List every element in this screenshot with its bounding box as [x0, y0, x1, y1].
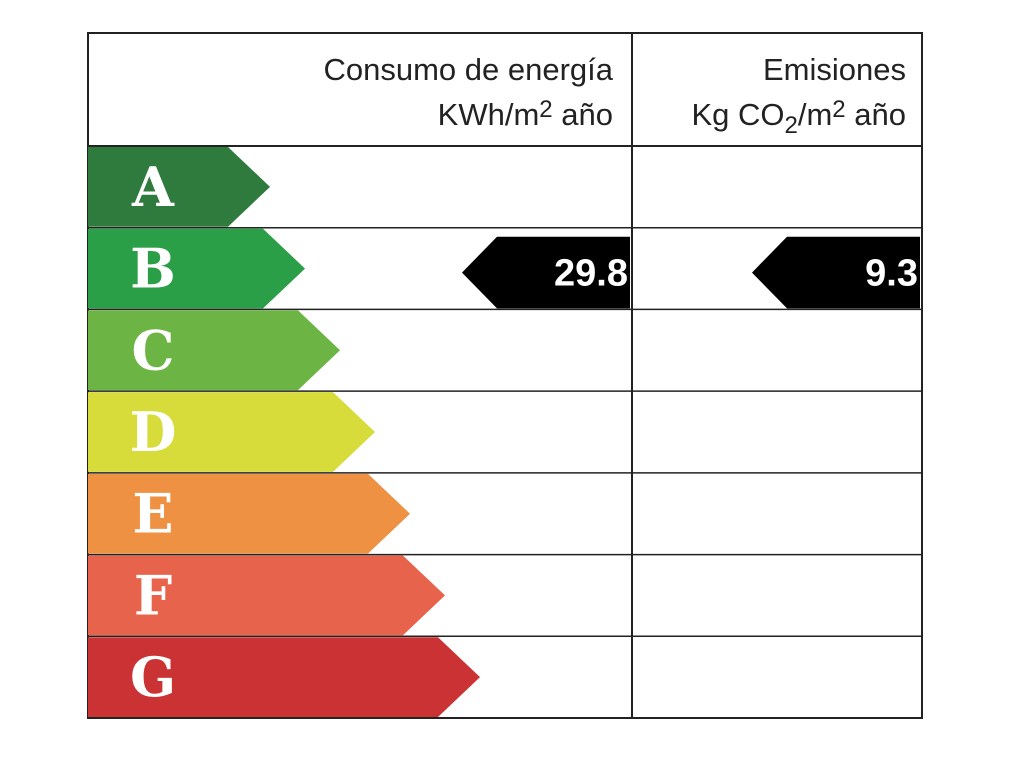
unit: Kg CO: [691, 97, 784, 132]
unit-sup: 2: [832, 96, 845, 123]
rating-arrow: [88, 228, 305, 309]
rating-letter: A: [131, 155, 175, 219]
rating-letter: E: [132, 482, 173, 546]
rating-arrow: [88, 147, 270, 227]
rating-arrow: [88, 637, 480, 717]
value-label: 9.3: [865, 253, 918, 295]
unit: KWh/m: [438, 97, 540, 132]
unit-sub: 2: [785, 112, 798, 139]
rating-arrow: [88, 310, 340, 391]
energy-unit: KWh/m2 año: [438, 96, 613, 132]
rating-letter: C: [132, 318, 175, 382]
value-pointer: [752, 236, 920, 309]
unit-tail: año: [846, 97, 906, 132]
value-label: 29.8: [554, 253, 628, 295]
rating-arrow: [88, 555, 445, 636]
emissions-unit: Kg CO2/m2 año: [691, 96, 906, 139]
unit-mid: /m: [798, 97, 832, 132]
rating-letter: G: [130, 645, 176, 709]
rating-letter: D: [130, 400, 177, 464]
value-pointer: [462, 236, 630, 309]
unit-tail: año: [553, 97, 613, 132]
emissions-title: Emisiones: [763, 52, 906, 87]
energy-title: Consumo de energía: [323, 52, 613, 87]
unit-sup: 2: [539, 96, 552, 123]
rating-arrow: [88, 473, 410, 554]
rating-arrow: [88, 392, 375, 472]
rating-letter: F: [134, 563, 172, 627]
rating-letter: B: [130, 237, 176, 301]
